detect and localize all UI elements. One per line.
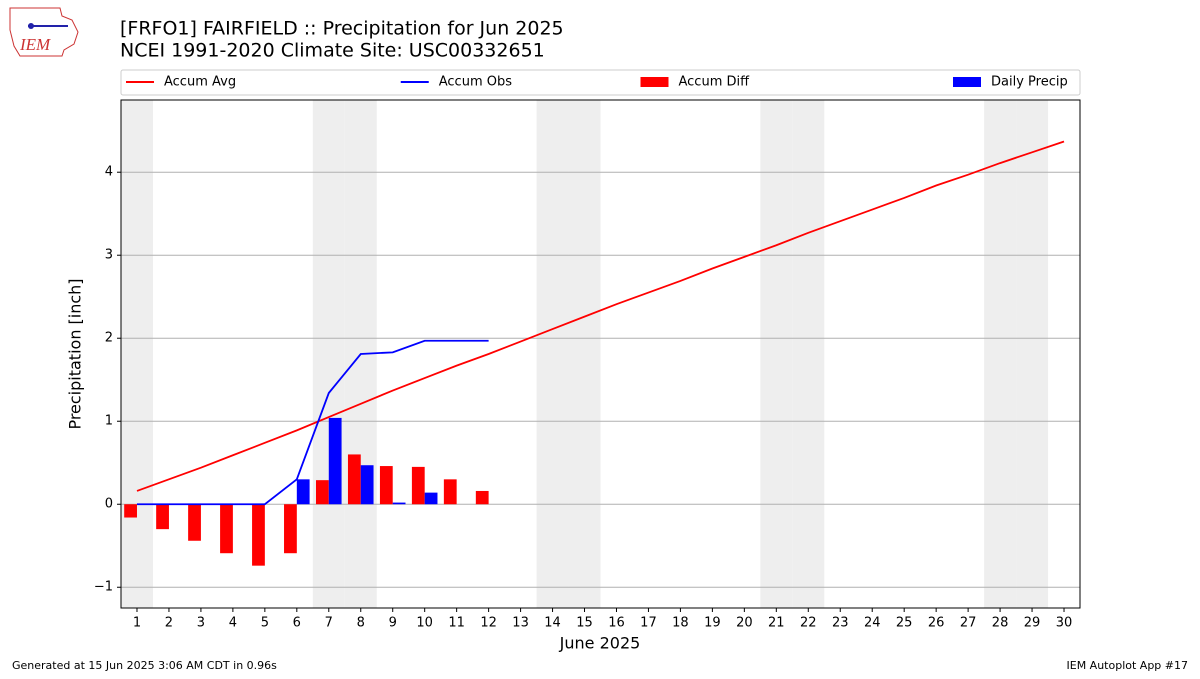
x-tick-label: 28 xyxy=(992,616,1009,631)
x-tick-label: 17 xyxy=(640,616,657,631)
x-tick-label: 30 xyxy=(1056,616,1073,631)
bar xyxy=(411,466,425,505)
x-tick-label: 16 xyxy=(608,616,625,631)
weekend-shade xyxy=(536,100,569,608)
x-tick-label: 9 xyxy=(389,616,397,631)
y-tick-label: −1 xyxy=(94,580,113,595)
bar xyxy=(443,479,457,505)
plot-frame xyxy=(120,99,1081,609)
plot-area xyxy=(121,100,1080,608)
logo-outline xyxy=(9,7,79,57)
x-tick-label: 3 xyxy=(197,616,205,631)
bar xyxy=(392,502,406,505)
x-tick-label: 5 xyxy=(261,616,269,631)
x-tick-label: 13 xyxy=(512,616,529,631)
weekend-shade xyxy=(792,100,825,608)
x-tick-label: 19 xyxy=(704,616,721,631)
legend-label: Daily Precip xyxy=(991,75,1068,90)
bar xyxy=(188,504,201,541)
x-tick-label: 1 xyxy=(133,616,141,631)
legend-label: Accum Diff xyxy=(679,75,751,90)
bar xyxy=(347,454,361,505)
x-tick-label: 21 xyxy=(768,616,785,631)
bar xyxy=(284,504,297,554)
x-tick-label: 12 xyxy=(480,616,497,631)
bar xyxy=(315,480,329,505)
x-tick-label: 11 xyxy=(448,616,465,631)
line xyxy=(136,339,489,506)
weekend-shade xyxy=(1016,100,1049,608)
x-tick-label: 8 xyxy=(357,616,365,631)
x-tick-label: 15 xyxy=(576,616,593,631)
y-tick-label: 2 xyxy=(105,331,113,346)
x-tick-label: 20 xyxy=(736,616,753,631)
bar xyxy=(252,504,265,566)
weekend-shade xyxy=(312,100,345,608)
x-tick-label: 10 xyxy=(416,616,433,631)
bar xyxy=(379,466,393,505)
legend-swatch xyxy=(953,77,981,87)
x-tick-label: 25 xyxy=(896,616,913,631)
logo-text: IEM xyxy=(19,35,51,54)
line xyxy=(136,140,1065,492)
bar xyxy=(296,479,310,505)
chart-subtitle: NCEI 1991-2020 Climate Site: USC00332651 xyxy=(120,40,545,62)
footer-right: IEM Autoplot App #17 xyxy=(1067,659,1189,672)
bar xyxy=(360,465,374,505)
y-tick-label: 3 xyxy=(105,248,113,263)
x-tick-label: 27 xyxy=(960,616,977,631)
bar xyxy=(156,504,169,530)
legend-box xyxy=(120,69,1081,96)
legend-label: Accum Obs xyxy=(439,75,512,90)
weekend-shade xyxy=(568,100,601,608)
logo-dot xyxy=(28,23,34,29)
bar xyxy=(220,504,233,554)
x-tick-label: 14 xyxy=(544,616,561,631)
weekend-shade xyxy=(760,100,793,608)
x-tick-label: 6 xyxy=(293,616,301,631)
legend-swatch xyxy=(640,77,669,87)
y-tick-label: 0 xyxy=(105,497,113,512)
x-tick-label: 4 xyxy=(229,616,237,631)
x-tick-label: 18 xyxy=(672,616,689,631)
x-tick-label: 22 xyxy=(800,616,817,631)
y-tick-label: 4 xyxy=(105,165,113,180)
bar xyxy=(475,490,489,505)
y-tick-label: 1 xyxy=(105,414,113,429)
chart-title: [FRFO1] FAIRFIELD :: Precipitation for J… xyxy=(120,18,564,40)
x-tick-label: 24 xyxy=(864,616,881,631)
bar xyxy=(124,504,137,518)
weekend-shade xyxy=(121,100,153,608)
x-tick-label: 23 xyxy=(832,616,849,631)
x-tick-label: 29 xyxy=(1024,616,1041,631)
weekend-shade xyxy=(984,100,1017,608)
x-tick-label: 26 xyxy=(928,616,945,631)
bar xyxy=(424,492,438,505)
y-axis-label: Precipitation [inch] xyxy=(66,278,85,429)
x-tick-label: 2 xyxy=(165,616,173,631)
legend-label: Accum Avg xyxy=(164,75,236,90)
x-axis-label: June 2025 xyxy=(559,634,641,653)
x-tick-label: 7 xyxy=(325,616,333,631)
bar xyxy=(328,417,342,505)
logo: IEM xyxy=(9,7,79,57)
footer-left: Generated at 15 Jun 2025 3:06 AM CDT in … xyxy=(12,659,277,672)
